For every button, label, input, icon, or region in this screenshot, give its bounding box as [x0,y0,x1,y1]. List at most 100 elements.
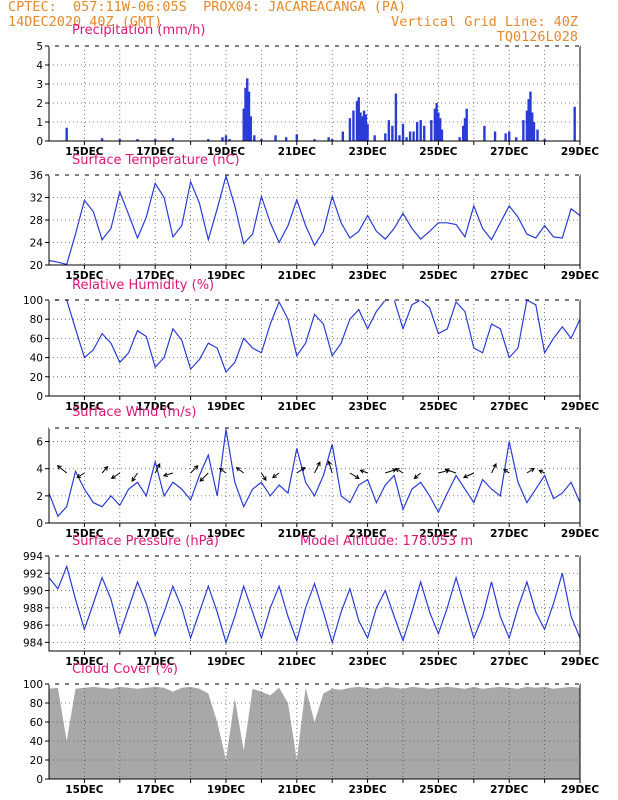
y-tick-label: 0 [36,774,43,786]
precip-bar [362,110,366,141]
y-tick-label: 2 [36,491,43,503]
wind-arrow [526,468,535,474]
wind-arrow [76,472,85,478]
y-tick-label: 40 [30,353,43,365]
precip-bar [224,135,228,141]
y-tick-label: 3 [36,79,43,91]
precip-bar [394,93,398,141]
x-tick-label: 23DEC [348,656,387,668]
wind-arrow [101,466,108,474]
x-tick-label: 17DEC [136,270,175,282]
wind-arrow-head [56,465,62,470]
wind-arrow-head [359,469,365,474]
precip-bar [364,114,368,141]
wind-arrow-head [462,473,468,479]
precip-bar [461,125,465,141]
x-tick-label: 19DEC [207,656,246,668]
wind-arrow [163,472,174,477]
wind-arrow [349,472,360,479]
wind-arrow [57,465,68,474]
precip-bar [341,131,345,141]
y-tick-label: 2 [36,98,43,110]
panel-title: Surface Pressure (hPa) [72,534,219,549]
panel-annotation: Model Altitude: 178.053 m [300,534,473,549]
precip-bar [359,112,362,141]
y-tick-label: 32 [30,193,43,205]
wind-arrow [314,461,321,474]
y-tick-label: 986 [23,620,43,632]
precip-bar [295,134,298,141]
x-tick-label: 17DEC [136,784,175,796]
precip-bar [313,139,316,141]
precip-bar [440,129,444,141]
wind-arrow-head [492,463,497,469]
x-tick-label: 17DEC [136,656,175,668]
wind-arrow-head [110,474,116,479]
panel-frame [48,427,581,524]
y-tick-label: 28 [30,215,43,227]
x-tick-label: 19DEC [207,146,246,158]
y-tick-label: 1 [36,117,43,129]
x-tick-label: 21DEC [278,784,317,796]
precip-bar [398,135,401,141]
x-tick-label: 23DEC [348,146,387,158]
x-tick-label: 19DEC [207,401,246,413]
y-tick-label: 6 [36,437,43,449]
x-tick-label: 17DEC [136,528,175,540]
x-tick-label: 15DEC [65,656,104,668]
wind-arrow [491,463,497,474]
wind-arrow [111,472,121,479]
precip-bar [433,108,437,141]
precip-bar [355,101,359,141]
wind-arrow [385,468,397,474]
precip-bar [366,123,369,141]
header-model: TQ0126L028 [496,29,578,45]
x-tick-label: 21DEC [278,270,317,282]
precip-bar [154,139,157,141]
precip-bar [401,123,405,141]
precip-bar [408,131,412,141]
precip-bar [412,131,415,141]
precip-bar [352,110,355,141]
x-tick-label: 21DEC [278,528,317,540]
precip-bar [207,139,210,141]
x-tick-label: 27DEC [490,401,529,413]
wind-arrow [272,472,280,478]
precip-bar [244,87,247,141]
panel-3: 0 2 4 6 15DEC 17DEC 19DEC 21DEC 23DEC 25DEC 27DEC 2… [36,405,599,540]
wind-arrow [395,468,404,474]
panel-frame [48,555,581,652]
y-tick-label: 20 [30,755,43,767]
precip-bar [522,120,525,141]
precip-bar [525,110,529,141]
wind-arrow [503,468,510,474]
series-line [48,173,581,266]
x-tick-label: 19DEC [207,270,246,282]
x-tick-label: 21DEC [278,146,317,158]
precip-bar [118,139,121,141]
precip-bar [465,108,468,141]
precip-bar [458,137,461,141]
wind-arrow [154,463,161,474]
panel-frame [48,174,581,266]
precip-bar [419,120,422,141]
wind-arrow [131,472,138,482]
precip-bar [284,137,288,141]
wind-arrow [219,468,227,474]
y-tick-label: 80 [30,314,43,326]
x-tick-label: 27DEC [490,784,529,796]
wind-arrow-head [262,476,267,482]
panel-frame [48,45,581,142]
precip-bar [463,118,467,141]
wind-arrow [199,472,209,482]
precip-bar [260,139,263,141]
y-tick-label: 36 [30,170,44,182]
wind-arrow [328,461,333,474]
wind-arrow [260,472,267,481]
precip-bar [100,138,104,141]
wind-arrow [438,469,450,474]
wind-arrow-head [444,468,450,473]
x-tick-label: 25DEC [419,656,458,668]
wind-arrow [190,465,199,474]
wind-arrow-head [235,466,241,472]
